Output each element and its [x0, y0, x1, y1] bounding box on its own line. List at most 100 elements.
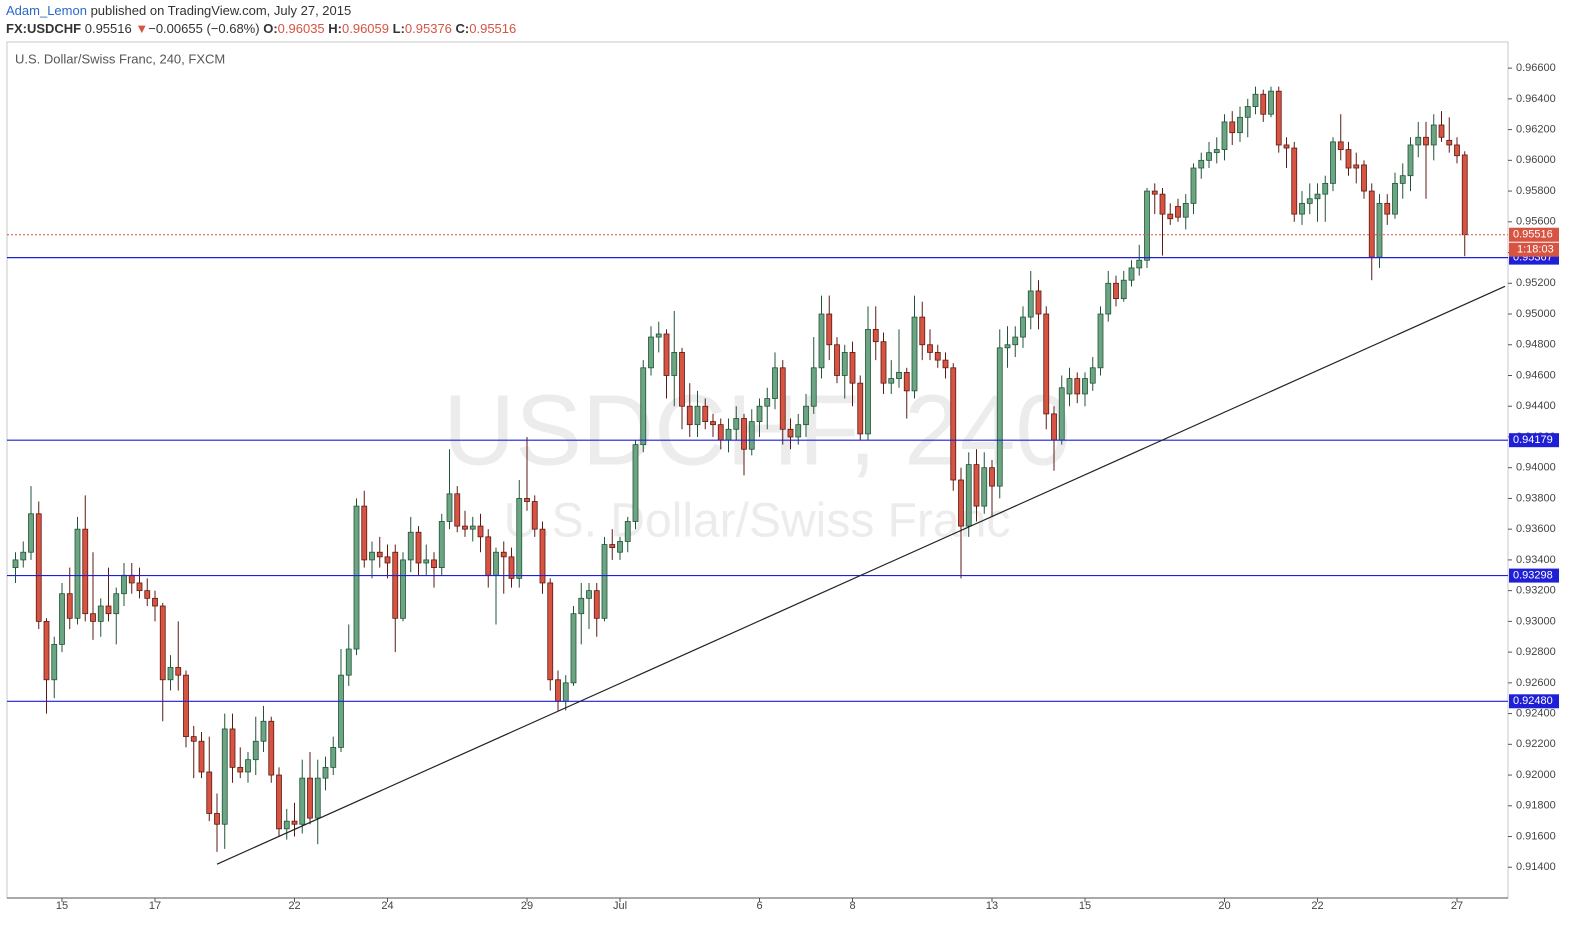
- x-tick-label: 6: [756, 900, 762, 912]
- candle-body: [1423, 136, 1429, 146]
- last: 0.95516: [84, 21, 132, 36]
- y-tick-label: 0.92400: [1516, 707, 1556, 719]
- candle-body: [748, 421, 755, 450]
- candle-body: [477, 525, 484, 538]
- candle-body: [1012, 336, 1019, 346]
- y-tick-label: 0.92800: [1516, 646, 1556, 658]
- candle-body: [1322, 182, 1329, 195]
- candle-body: [1237, 116, 1243, 134]
- x-tick-label: 24: [381, 900, 393, 912]
- y-tick-label: 0.92000: [1516, 769, 1556, 781]
- candle-body: [1330, 141, 1336, 184]
- x-tick-label: 15: [56, 900, 68, 912]
- candle-body: [175, 667, 182, 676]
- level-label-box: [1509, 433, 1559, 448]
- candle-body: [1213, 149, 1220, 154]
- candle-body: [1089, 367, 1096, 384]
- ohlc-value: 0.96059: [342, 21, 389, 36]
- candle-body: [35, 513, 42, 622]
- symbol: FX:USDCHF: [6, 21, 82, 36]
- candle-body: [369, 551, 375, 561]
- candle-body: [1229, 121, 1236, 134]
- candle-body: [772, 367, 778, 399]
- candle-body: [252, 740, 259, 761]
- candle-body: [1275, 90, 1282, 146]
- candle-body: [1182, 202, 1189, 218]
- candle-body: [1159, 193, 1166, 215]
- candle-body: [330, 746, 337, 768]
- candle-body: [345, 648, 352, 676]
- candle-body: [1175, 206, 1181, 218]
- candle-body: [229, 728, 236, 768]
- candle-body: [167, 667, 174, 681]
- candle-body: [981, 467, 988, 507]
- author[interactable]: Adam_Lemon: [6, 3, 87, 18]
- candle-body: [1082, 378, 1088, 395]
- candle-body: [338, 674, 344, 748]
- candle-body: [601, 544, 608, 619]
- candle-body: [82, 528, 89, 615]
- y-tick-label: 0.95800: [1516, 185, 1556, 197]
- y-tick-label: 0.93800: [1516, 492, 1556, 504]
- candle-body: [1454, 144, 1460, 157]
- candle-body: [531, 501, 538, 530]
- candle-body: [74, 528, 81, 619]
- candle-body: [888, 378, 895, 384]
- candle-body: [1128, 267, 1135, 281]
- x-tick-label: Jul: [613, 900, 627, 912]
- overlays: 0.91400 0.91600 0.91800 0.92000 0.92200 0.924…: [7, 62, 1559, 912]
- candle-body: [400, 559, 406, 619]
- candle-body: [973, 464, 980, 507]
- y-tick-label: 0.93400: [1516, 554, 1556, 566]
- candle-body: [570, 613, 577, 684]
- candle-body: [66, 593, 73, 619]
- candle-body: [1198, 159, 1205, 169]
- x-tick-label: 13: [986, 900, 998, 912]
- candle-body: [159, 605, 166, 681]
- candle-body: [539, 528, 546, 584]
- y-tick-label: 0.91400: [1516, 861, 1556, 873]
- candle-body: [934, 352, 941, 361]
- candle-body: [593, 590, 600, 619]
- candle-body: [989, 467, 995, 487]
- candle-body: [795, 424, 802, 438]
- candle-body: [1097, 313, 1104, 369]
- candle-body: [779, 367, 786, 430]
- candle-body: [206, 771, 213, 814]
- candle-body: [787, 428, 794, 438]
- x-tick-label: 29: [521, 900, 533, 912]
- candle-body: [322, 766, 329, 779]
- candle-body: [942, 359, 949, 369]
- candle-body: [648, 336, 654, 369]
- x-tick-label: 27: [1451, 900, 1463, 912]
- x-tick-label: 20: [1218, 900, 1230, 912]
- candle-body: [694, 405, 701, 426]
- candle-body: [1136, 259, 1143, 269]
- ohlc-prefix: L:: [392, 21, 405, 36]
- candle-body: [617, 541, 623, 553]
- candle-body: [733, 418, 740, 430]
- candle-body: [1368, 190, 1375, 258]
- candle-body: [423, 559, 430, 564]
- level-label: 0.94179: [1513, 434, 1553, 446]
- candle-body: [415, 531, 422, 564]
- y-tick-label: 0.94600: [1516, 369, 1556, 381]
- candle-body: [1376, 202, 1383, 258]
- x-tick-label: 22: [288, 900, 300, 912]
- candle-body: [1190, 167, 1197, 204]
- candle-body: [314, 777, 321, 819]
- candle-body: [307, 777, 313, 819]
- candle-body: [516, 498, 523, 579]
- ohlc-prefix: C:: [455, 21, 470, 36]
- watermark-name: U.S. Dollar/Swiss Franc: [504, 495, 1011, 548]
- candle-body: [555, 679, 561, 702]
- candle-body: [710, 421, 716, 426]
- quote-line: FX:USDCHF 0.95516 ▼−0.00655 (−0.68%) O:0…: [6, 20, 516, 38]
- candle-body: [1407, 144, 1414, 177]
- y-tick-label: 0.96000: [1516, 154, 1556, 166]
- y-tick-label: 0.92200: [1516, 738, 1556, 750]
- candle-body: [407, 531, 414, 561]
- candle-body: [1337, 141, 1344, 150]
- candle-body: [1144, 190, 1150, 261]
